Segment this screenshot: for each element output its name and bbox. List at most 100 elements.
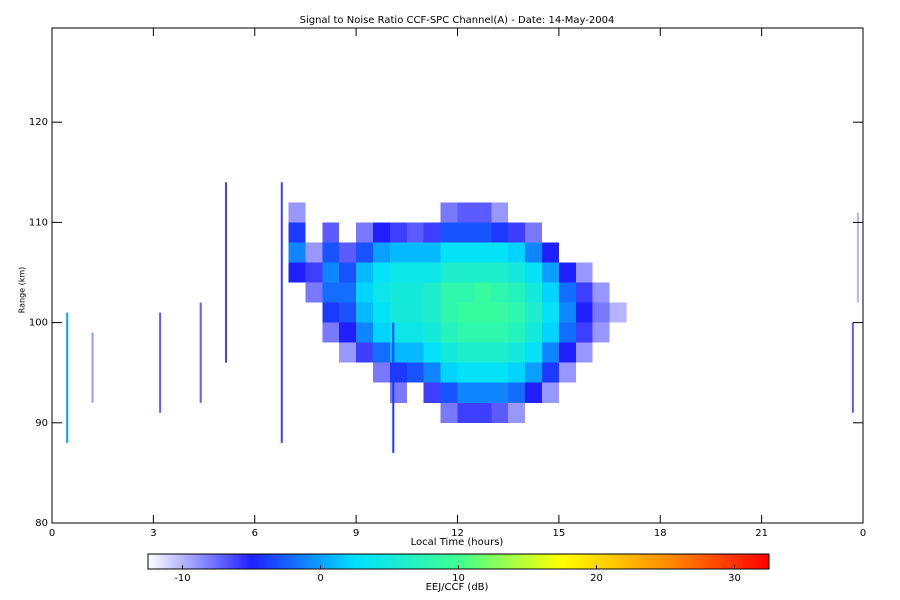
heat-cell [541, 382, 559, 403]
heat-cell [457, 202, 475, 223]
heat-cell [525, 262, 542, 283]
heat-cell [491, 242, 509, 263]
heat-cell [541, 342, 559, 363]
heat-cell [592, 282, 610, 303]
chart-title: Signal to Noise Ratio CCF-SPC Channel(A)… [300, 15, 615, 26]
heat-cell [389, 262, 407, 283]
heat-cell [423, 382, 441, 403]
heat-cell [356, 242, 374, 263]
x-tick-label: 15 [553, 528, 566, 539]
heat-cell [541, 302, 559, 323]
heat-cell [592, 322, 610, 343]
heat-cell [406, 362, 424, 383]
streak [66, 312, 69, 443]
heat-cell [474, 282, 492, 303]
heat-cell [423, 322, 441, 343]
heat-cell [575, 282, 593, 303]
heat-cell [525, 282, 542, 303]
heat-cell [423, 342, 441, 363]
heat-cell [356, 222, 374, 243]
y-tick-label: 120 [29, 117, 48, 128]
heat-cell [440, 362, 458, 383]
heat-cell [423, 222, 441, 243]
heat-cell [339, 262, 357, 283]
heat-cell [423, 362, 441, 383]
heat-cell [541, 262, 559, 283]
y-tick-label: 100 [29, 318, 48, 329]
heat-cell [491, 282, 509, 303]
heat-cell [525, 222, 542, 243]
heat-cell [474, 382, 492, 403]
heat-cell [440, 382, 458, 403]
heat-cell [491, 302, 509, 323]
heat-cell [508, 362, 526, 383]
heat-cell [491, 202, 509, 223]
heat-cell [491, 262, 509, 283]
heat-cell [373, 322, 390, 343]
heat-cell [440, 402, 458, 423]
heat-cell [389, 282, 407, 303]
heat-cell [474, 322, 492, 343]
heat-cell [575, 262, 593, 283]
heat-cell [508, 302, 526, 323]
heat-cell [474, 222, 492, 243]
heat-cell [373, 282, 390, 303]
streak [225, 182, 228, 363]
heat-cell [406, 302, 424, 323]
heat-cell [356, 282, 374, 303]
x-tick-label: 6 [252, 528, 258, 539]
streak [392, 322, 395, 453]
heat-cell [356, 302, 374, 323]
heat-cell [356, 262, 374, 283]
heat-cell [440, 322, 458, 343]
x-axis-label: Local Time (hours) [411, 537, 504, 548]
colorbar-tick-label: -10 [174, 573, 190, 584]
colorbar-tick-label: 20 [590, 573, 603, 584]
heat-cell [491, 322, 509, 343]
streak [159, 312, 162, 413]
heat-cell [457, 342, 475, 363]
heat-cell [356, 322, 374, 343]
heat-cell [406, 342, 424, 363]
y-axis-label: Range (km) [18, 267, 27, 314]
heat-cell [474, 202, 492, 223]
heat-cell [389, 242, 407, 263]
heat-cell [440, 202, 458, 223]
heat-cell [525, 382, 542, 403]
heat-cell [508, 382, 526, 403]
heat-cell [288, 262, 306, 283]
heat-cell [575, 342, 593, 363]
heat-cell [423, 262, 441, 283]
heat-cell [541, 242, 559, 263]
heat-cell [305, 262, 323, 283]
x-tick-label: 21 [755, 528, 768, 539]
streak [91, 332, 94, 403]
heat-cell [592, 302, 610, 323]
heat-cell [389, 222, 407, 243]
heat-cell [525, 242, 542, 263]
x-tick-label: 18 [654, 528, 667, 539]
heat-cell [457, 222, 475, 243]
heat-cell [288, 202, 306, 223]
colorbar-tick-label: 0 [317, 573, 323, 584]
heat-cell [305, 282, 323, 303]
heat-cell [339, 302, 357, 323]
colorbar-tick-label: 30 [728, 573, 741, 584]
heat-cell [457, 362, 475, 383]
heat-cell [508, 222, 526, 243]
heat-cell [322, 322, 340, 343]
heat-cell [305, 242, 323, 263]
heat-cell [609, 302, 627, 323]
y-tick-label: 90 [35, 418, 48, 429]
heat-cell [423, 282, 441, 303]
heat-cell [373, 302, 390, 323]
heat-cell [541, 362, 559, 383]
heat-cell [575, 302, 593, 323]
heat-cell [525, 302, 542, 323]
streak [280, 182, 283, 443]
heat-cell [508, 242, 526, 263]
heat-cell [322, 262, 340, 283]
heat-cell [525, 322, 542, 343]
heat-cell [558, 322, 576, 343]
